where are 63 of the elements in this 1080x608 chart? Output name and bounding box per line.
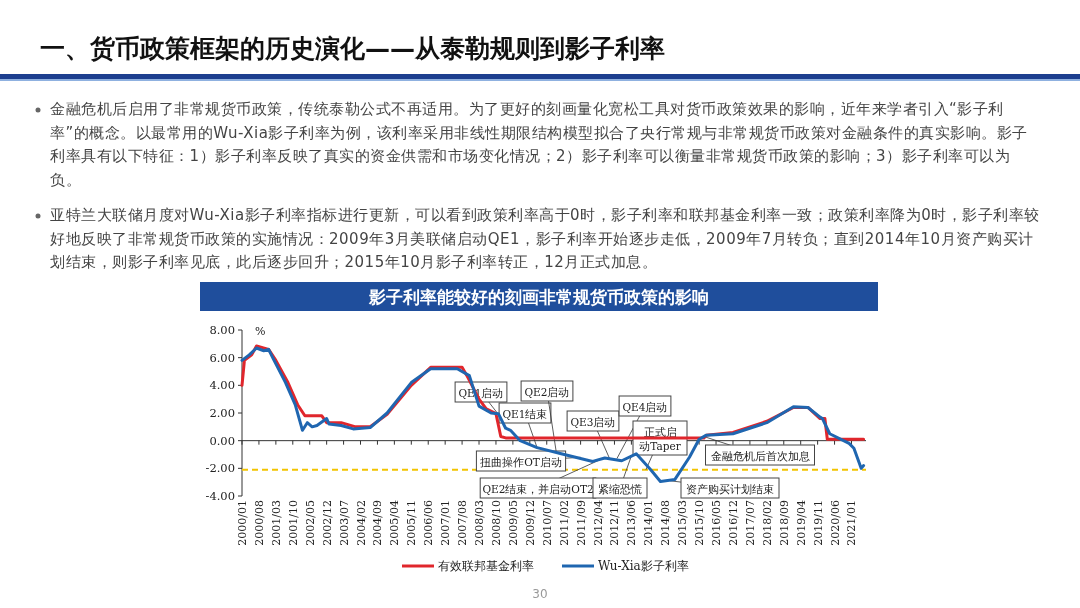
annotation: QE3启动 [570, 416, 616, 428]
annotation: QE2启动 [524, 386, 570, 398]
line-series [240, 346, 866, 483]
annotation: 金融危机后首次加息 [710, 450, 810, 462]
annotation: 资产购买计划结束 [686, 483, 774, 495]
chart-title: 一、货币政策框架的历史演化——从泰勒规则到影子利率 [40, 34, 665, 63]
x-tick-label: 2014/01 [642, 500, 656, 546]
annotation: QE1结束 [502, 408, 548, 420]
legend-label: 有效联邦基金利率 [438, 559, 534, 573]
y-axis-title: % [255, 325, 266, 338]
x-tick-label: 2009/05 [506, 500, 520, 546]
x-tick-label: 2007/01 [439, 500, 453, 546]
x-tick-label: 2002/12 [320, 500, 334, 546]
y-tick-label: 0.00 [209, 433, 235, 448]
legend-label: Wu-Xia影子利率 [598, 559, 689, 573]
x-tick-label: 2015/03 [676, 500, 690, 546]
text: 金融危机后启用了非常规货币政策，传统泰勒公式不再适用。为了更好的刻画量化宽松工具对货币政策效果的影响，近年来学者引入“影子利率”的概念。以最常用的Wu-Xia影子利率为例，该利率采用非线性期限结构模型拟合了央行常规与非常规货币政策对金融条件的真实影响。影子利率具有以下特征：1）影子利率反映了真实的资金供需和市场变化情况；2）影子利率可以衡量非常规货币政策的影响；3）影子利率可以为负。 [50, 99, 1029, 191]
x-tick-label: 2001/10 [286, 500, 300, 546]
x-tick-label: 2000/01 [236, 500, 249, 546]
chart-subtitle: 影子利率能较好的刻画非常规货币政策的影响 [368, 287, 709, 307]
x-tick-label: 2014/08 [659, 500, 673, 546]
x-tick-label: 2007/08 [456, 500, 470, 546]
x-tick-label: 2018/09 [777, 500, 791, 546]
x-tick-label: 2004/09 [371, 500, 385, 546]
x-tick-label: 2003/07 [337, 500, 351, 546]
annotation: 正式启动Taper [639, 426, 682, 452]
annotation: 扭曲操作OT启动 [480, 456, 562, 468]
x-tick-label: 2008/03 [473, 500, 487, 546]
x-tick-label: 2021/01 [845, 500, 859, 546]
x-tick-label: 2020/06 [828, 500, 842, 546]
x-tick-label: 2017/07 [743, 500, 757, 546]
x-tick-label: 2000/08 [252, 500, 266, 546]
y-tick-label: 4.00 [209, 378, 235, 393]
x-tick-label: 2019/11 [811, 500, 825, 546]
x-tick-label: 2010/07 [540, 500, 554, 546]
x-tick-label: 2011/02 [557, 500, 571, 546]
x-tick-label: 2006/06 [422, 500, 436, 546]
x-tick-label: 2012/04 [591, 500, 605, 546]
x-tick-label: 2019/04 [794, 500, 808, 546]
x-tick-label: 2016/05 [710, 500, 724, 546]
y-tick-label: 8.00 [209, 323, 235, 337]
x-tick-label: 2005/11 [405, 500, 419, 546]
x-tick-label: 2016/12 [726, 500, 740, 546]
x-tick-label: 2002/05 [303, 500, 317, 546]
text: 30 [532, 587, 548, 601]
x-tick-label: 2009/12 [523, 500, 537, 546]
y-tick-label: 6.00 [209, 350, 235, 365]
x-tick-label: 2011/09 [574, 500, 588, 546]
y-tick-label: -4.00 [205, 489, 235, 503]
text: 亚特兰大联储月度对Wu-Xia影子利率指标进行更新，可以看到政策利率高于0时，影子利率和联邦基金利率一致；政策利率降为0时，影子利率较好地反映了非常规货币政策的实施情况：2009年3月美联储启动QE1，影子利率开始逐步走低，2009年7月转负；直到2014年10月资产购买计划结束，则影子利率见底，此后逐步回升；2015年10月影子利率转正，12月正式加息。 [50, 205, 1040, 273]
y-tick-label: 2.00 [209, 406, 235, 420]
x-tick-label: 2012/11 [608, 500, 622, 546]
annotation: QE4启动 [622, 401, 668, 413]
annotation: 紧缩恐慌 [598, 483, 642, 495]
x-tick-label: 2008/10 [489, 500, 503, 546]
x-tick-label: 2005/04 [388, 500, 402, 546]
y-tick-label: -2.00 [205, 461, 235, 476]
x-tick-label: 2001/03 [269, 500, 283, 546]
x-tick-label: 2015/10 [693, 500, 707, 546]
x-tick-label: 2013/06 [625, 500, 639, 546]
x-tick-label: 2004/02 [354, 500, 368, 546]
annotation: QE2结束，并启动OT2 [482, 483, 594, 495]
x-tick-label: 2018/02 [760, 500, 774, 546]
